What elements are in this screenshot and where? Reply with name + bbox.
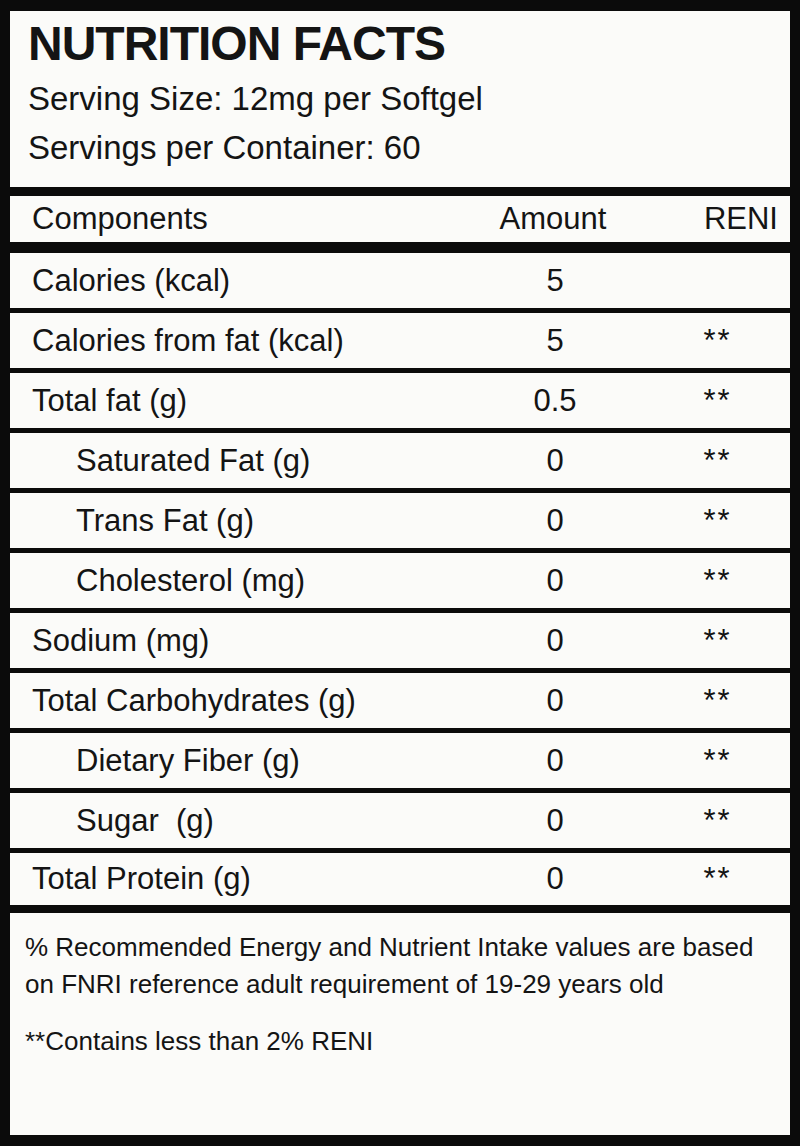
table-header-row: Components Amount RENI <box>10 196 790 253</box>
component-label: Total fat (g) <box>10 383 495 419</box>
amount-value: 5 <box>495 263 615 299</box>
amount-value: 0 <box>495 803 615 839</box>
component-label: Total Protein (g) <box>10 861 495 897</box>
component-label: Saturated Fat (g) <box>10 443 495 479</box>
component-label: Calories (kcal) <box>10 263 495 299</box>
reni-value: ** <box>655 503 780 539</box>
column-header-amount: Amount <box>493 201 613 237</box>
amount-value: 5 <box>495 323 615 359</box>
amount-value: 0 <box>495 563 615 599</box>
column-header-components: Components <box>10 201 493 237</box>
reni-value: ** <box>655 563 780 599</box>
component-label: Calories from fat (kcal) <box>10 323 495 359</box>
amount-value: 0 <box>495 503 615 539</box>
amount-value: 0 <box>495 683 615 719</box>
table-row: Total Carbohydrates (g) 0 ** <box>10 673 790 733</box>
amount-value: 0 <box>495 623 615 659</box>
column-header-reni: RENI <box>653 201 780 237</box>
amount-value: 0 <box>495 743 615 779</box>
table-row: Sodium (mg) 0 ** <box>10 613 790 673</box>
table-row: Total Protein (g) 0 ** <box>10 853 790 913</box>
component-label: Sodium (mg) <box>10 623 495 659</box>
nutrition-label-page: NUTRITION FACTS Serving Size: 12mg per S… <box>0 0 800 1146</box>
table-rows: Calories (kcal) 5 Calories from fat (kca… <box>10 253 790 913</box>
label-header: NUTRITION FACTS Serving Size: 12mg per S… <box>10 11 790 196</box>
component-label: Sugar (g) <box>10 803 495 839</box>
serving-size-line: Serving Size: 12mg per Softgel <box>28 77 772 121</box>
label-footnotes: % Recommended Energy and Nutrient Intake… <box>10 913 790 1135</box>
table-row: Dietary Fiber (g) 0 ** <box>10 733 790 793</box>
contains-footnote: **Contains less than 2% RENI <box>25 1023 775 1060</box>
table-row: Cholesterol (mg) 0 ** <box>10 553 790 613</box>
table-row: Sugar (g) 0 ** <box>10 793 790 853</box>
reni-value: ** <box>655 383 780 419</box>
reni-value: ** <box>655 683 780 719</box>
table-row: Saturated Fat (g) 0 ** <box>10 433 790 493</box>
reni-value: ** <box>655 323 780 359</box>
amount-value: 0 <box>495 861 615 897</box>
reni-value: ** <box>655 623 780 659</box>
table-row: Total fat (g) 0.5 ** <box>10 373 790 433</box>
reni-footnote-line-1: % Recommended Energy and Nutrient Intake… <box>25 929 775 966</box>
nutrition-label: NUTRITION FACTS Serving Size: 12mg per S… <box>10 11 790 1135</box>
reni-footnote-line-2: on FNRI reference adult requirement of 1… <box>25 966 775 1003</box>
amount-value: 0 <box>495 443 615 479</box>
reni-value: ** <box>655 743 780 779</box>
component-label: Total Carbohydrates (g) <box>10 683 495 719</box>
component-label: Dietary Fiber (g) <box>10 743 495 779</box>
component-label: Trans Fat (g) <box>10 503 495 539</box>
reni-value: ** <box>655 443 780 479</box>
reni-value: ** <box>655 803 780 839</box>
label-title: NUTRITION FACTS <box>28 17 772 71</box>
servings-per-container-line: Servings per Container: 60 <box>28 126 772 170</box>
table-row: Trans Fat (g) 0 ** <box>10 493 790 553</box>
table-row: Calories from fat (kcal) 5 ** <box>10 313 790 373</box>
nutrition-table: Components Amount RENI Calories (kcal) 5… <box>10 196 790 913</box>
reni-value: ** <box>655 861 780 897</box>
table-row: Calories (kcal) 5 <box>10 253 790 313</box>
component-label: Cholesterol (mg) <box>10 563 495 599</box>
amount-value: 0.5 <box>495 383 615 419</box>
